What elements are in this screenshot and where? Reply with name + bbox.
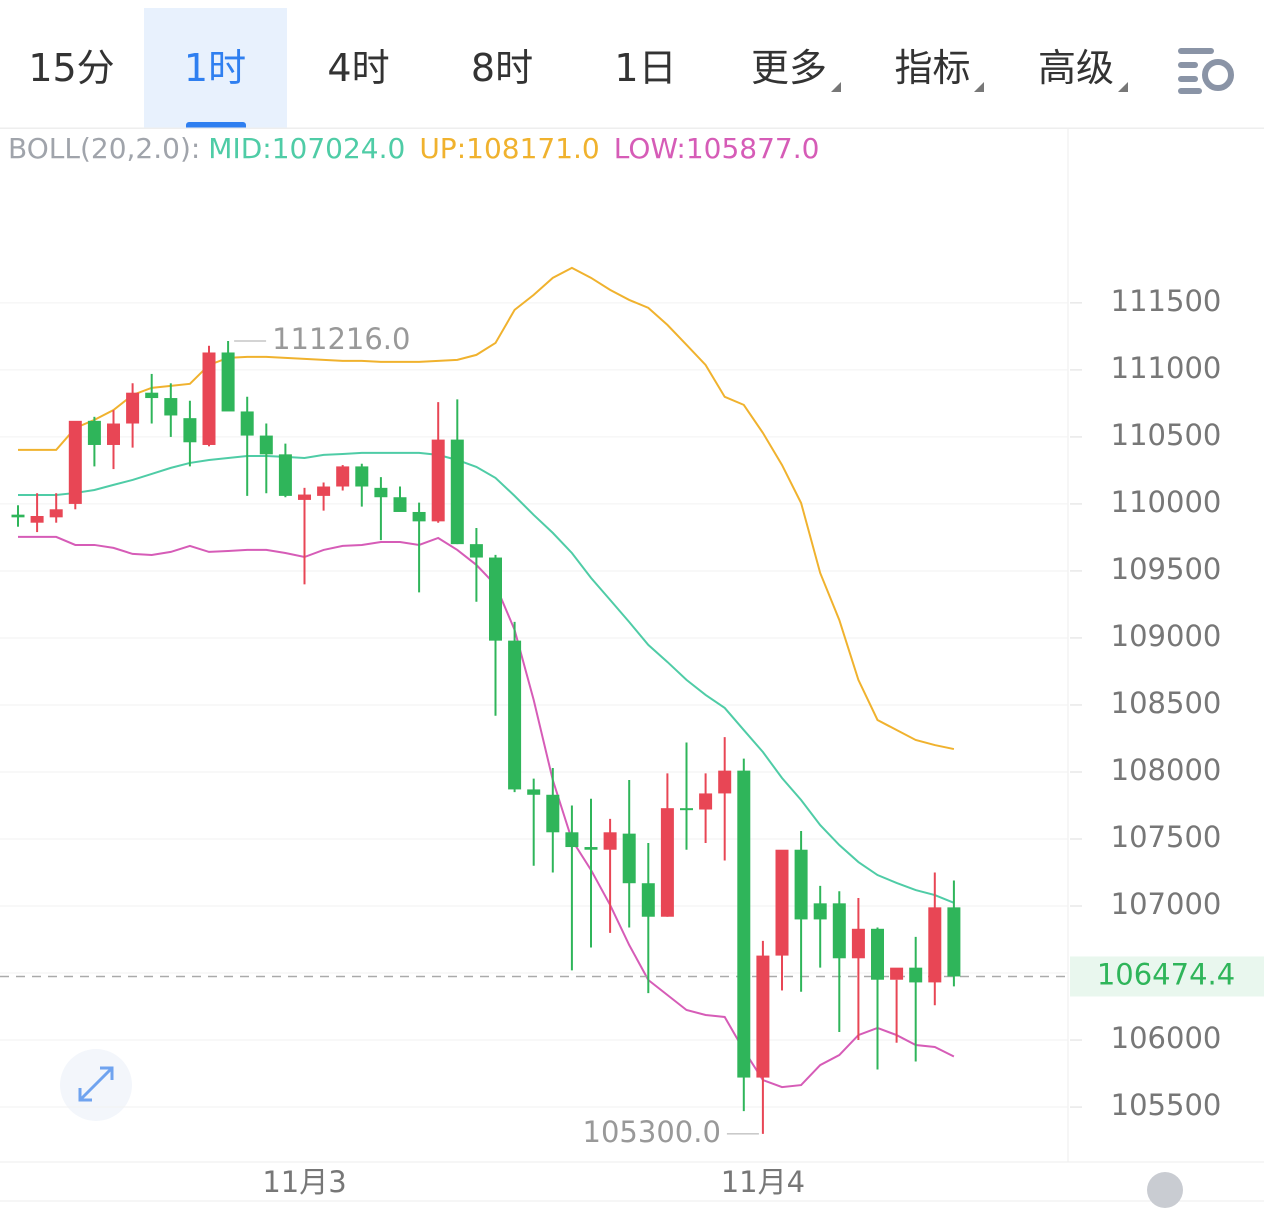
candle-body [565, 832, 579, 848]
logo-badge [1147, 1172, 1183, 1208]
candle-body [355, 466, 369, 487]
boll-line [18, 535, 955, 1089]
candle-body [851, 928, 865, 959]
candle-body [756, 955, 770, 1078]
timeframe-tab[interactable]: 高级 [1005, 8, 1148, 128]
candle-body [699, 793, 713, 810]
candle-body [622, 833, 636, 884]
legend-entry: MID:107024.0 [208, 132, 405, 165]
candle-body [469, 544, 483, 558]
y-tick-label: 111000 [1111, 351, 1222, 385]
candle-body [832, 903, 846, 959]
last-price-box [1070, 956, 1264, 997]
timeframe-tab[interactable]: 指标 [861, 8, 1004, 128]
boll-line [18, 266, 955, 751]
candle-body [164, 398, 178, 416]
timeframe-tab[interactable]: 8时 [470, 46, 534, 90]
indicator-legend: BOLL(20,2.0): MID:107024.0 UP:108171.0 LOW:… [8, 132, 819, 165]
candle-body [890, 967, 904, 980]
candle-body [374, 487, 388, 498]
candle-body [336, 466, 350, 487]
candle-body [11, 514, 25, 518]
annotation-label: 105300.0 [583, 1115, 721, 1149]
candle-body [909, 967, 923, 983]
candle-body [680, 808, 693, 811]
candle-body [737, 770, 751, 1078]
y-tick-label: 109500 [1111, 552, 1222, 586]
candle-body [278, 454, 292, 496]
candle-body [527, 789, 541, 795]
candle-body [202, 352, 216, 445]
candle-body [317, 486, 331, 496]
candle-body [49, 509, 63, 518]
x-tick-label: 11月4 [721, 1165, 805, 1199]
candle-body [813, 903, 827, 920]
expand-button[interactable] [60, 1049, 132, 1121]
y-tick-label: 110500 [1111, 418, 1222, 452]
candle-body [393, 497, 407, 512]
tab-bar: 15分 1时 4时 8时 1日 更多 指标 高级 [0, 0, 1264, 129]
candle-body [30, 515, 44, 523]
candle-body [183, 418, 197, 443]
y-tick-label: 106000 [1111, 1021, 1222, 1055]
candle-body [794, 849, 808, 920]
candle-body [718, 770, 732, 794]
candle-body [298, 494, 311, 500]
legend-entry: LOW:105877.0 [614, 132, 820, 165]
timeframe-tab[interactable]: 1日 [614, 46, 677, 90]
candle-body [221, 352, 235, 412]
candle-body [641, 883, 655, 917]
candle-body [546, 794, 560, 833]
annotation-label: 111216.0 [272, 322, 410, 356]
x-tick-label: 11月3 [262, 1165, 346, 1199]
candle-body [871, 928, 884, 980]
timeframe-tab[interactable]: 4时 [327, 46, 390, 90]
candle-body [412, 511, 426, 522]
boll-line [18, 451, 955, 904]
timeframe-tab[interactable]: 1时 [143, 8, 287, 128]
candle-body [68, 420, 82, 504]
indicator-label: BOLL(20,2.0): [8, 132, 200, 165]
candle-body [145, 392, 159, 399]
y-tick-label: 108000 [1111, 753, 1222, 787]
candle-body [947, 907, 961, 977]
candle-body [489, 557, 502, 641]
candle-body [584, 847, 598, 850]
y-tick-label: 107500 [1111, 820, 1222, 854]
candle-body [87, 420, 101, 445]
settings-icon[interactable] [1178, 48, 1234, 94]
y-tick-label: 108500 [1111, 686, 1222, 720]
candle-body [107, 423, 120, 445]
candle-body [508, 640, 522, 790]
candle-body [126, 392, 140, 424]
last-price-label: 106474.4 [1097, 957, 1235, 991]
timeframe-tab[interactable]: 15分 [28, 46, 115, 90]
candle-body [259, 435, 273, 455]
candle-body [603, 832, 617, 850]
candle-body [928, 907, 942, 983]
candle-body [450, 439, 464, 545]
y-tick-label: 110000 [1111, 485, 1222, 519]
candle-body [431, 439, 445, 522]
candle-body [240, 411, 254, 436]
y-tick-label: 107000 [1111, 887, 1222, 921]
candle-body [660, 808, 674, 917]
legend-entry: UP:108171.0 [419, 132, 599, 165]
y-tick-label: 109000 [1111, 619, 1222, 653]
y-tick-label: 105500 [1111, 1088, 1222, 1122]
timeframe-tab[interactable]: 更多 [718, 8, 861, 128]
candle-body [775, 849, 789, 956]
y-tick-label: 111500 [1111, 284, 1222, 318]
